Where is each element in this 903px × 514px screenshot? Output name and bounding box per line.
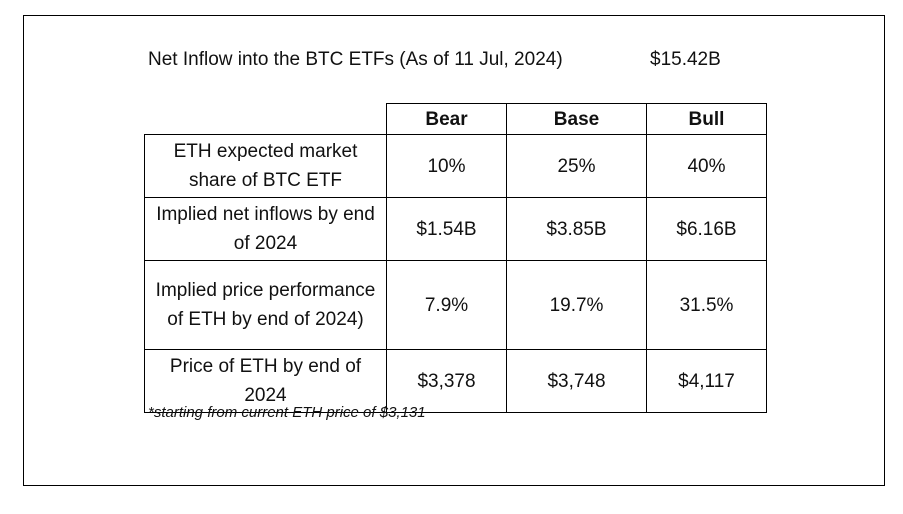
cell-net-inflows-bear: $1.54B (386, 197, 507, 261)
cell-net-inflows-bull: $6.16B (646, 197, 767, 261)
column-header-bear: Bear (386, 103, 507, 135)
cell-market-share-base: 25% (506, 134, 647, 198)
row-label-market-share: ETH expected market share of BTC ETF (144, 134, 387, 198)
slide-frame (23, 15, 885, 486)
cell-eth-price-bull: $4,117 (646, 349, 767, 413)
row-label-eth-price: Price of ETH by end of 2024 (144, 349, 387, 413)
table-row: Implied net inflows by end of 2024 $1.54… (144, 197, 767, 261)
row-label-net-inflows: Implied net inflows by end of 2024 (144, 197, 387, 261)
scenario-table: Bear Base Bull ETH expected market share… (144, 103, 767, 413)
table-header-row: Bear Base Bull (144, 103, 767, 135)
table-row: Price of ETH by end of 2024 $3,378 $3,74… (144, 349, 767, 413)
headline-title: Net Inflow into the BTC ETFs (As of 11 J… (148, 49, 563, 70)
column-header-base: Base (506, 103, 647, 135)
column-header-bull: Bull (646, 103, 767, 135)
footnote: *starting from current ETH price of $3,1… (148, 404, 426, 421)
cell-eth-price-base: $3,748 (506, 349, 647, 413)
header-corner (144, 103, 387, 135)
cell-net-inflows-base: $3.85B (506, 197, 647, 261)
cell-market-share-bear: 10% (386, 134, 507, 198)
cell-price-performance-bull: 31.5% (646, 260, 767, 350)
cell-price-performance-bear: 7.9% (386, 260, 507, 350)
cell-eth-price-bear: $3,378 (386, 349, 507, 413)
cell-market-share-bull: 40% (646, 134, 767, 198)
table-row: Implied price performance of ETH by end … (144, 260, 767, 350)
cell-price-performance-base: 19.7% (506, 260, 647, 350)
headline-value: $15.42B (650, 49, 721, 70)
table-row: ETH expected market share of BTC ETF 10%… (144, 134, 767, 198)
row-label-price-performance: Implied price performance of ETH by end … (144, 260, 387, 350)
